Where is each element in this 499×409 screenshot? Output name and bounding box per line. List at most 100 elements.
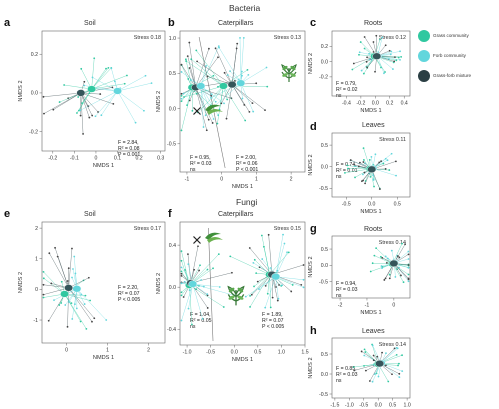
spider-line xyxy=(68,248,73,288)
y-tick-label: -0.4 xyxy=(167,327,176,333)
sample-point xyxy=(376,355,379,358)
spider-line xyxy=(192,283,203,319)
sample-point xyxy=(50,282,53,285)
sample-point xyxy=(349,159,352,161)
sample-point xyxy=(278,284,280,286)
y-tick-label: -1 xyxy=(33,318,38,324)
spider-line xyxy=(185,59,193,88)
x-axis-label: NMDS 1 xyxy=(232,184,253,190)
sample-point xyxy=(402,281,405,284)
sample-point xyxy=(255,82,258,85)
sample-point xyxy=(206,307,209,309)
sample-point xyxy=(396,347,399,350)
sample-point xyxy=(401,242,403,245)
sample-point xyxy=(404,243,406,246)
stats-h: F = 0.85, R² = 0.03 ns xyxy=(336,366,358,385)
sample-point xyxy=(248,110,251,113)
sample-point xyxy=(182,296,185,298)
x-tick-label: 1.0 xyxy=(278,350,285,356)
sample-point xyxy=(384,44,387,47)
sample-point xyxy=(217,56,219,59)
y-tick-label: 0.5 xyxy=(321,247,328,253)
x-tick-label: 0.0 xyxy=(375,403,382,409)
y-tick-label: -0.5 xyxy=(319,279,328,285)
sample-point xyxy=(180,63,183,66)
x-axis-label: NMDS 1 xyxy=(232,357,253,363)
sample-point xyxy=(401,354,403,357)
sample-point xyxy=(199,264,201,267)
sample-point xyxy=(384,168,387,170)
sample-point xyxy=(368,380,371,382)
spider-line xyxy=(80,90,118,111)
sample-point xyxy=(241,97,244,100)
y-tick-label: 0.0 xyxy=(31,91,38,97)
sample-point xyxy=(63,84,66,86)
stats-b-left: F = 0.95, R² = 0.03 ns xyxy=(190,155,212,174)
sample-point xyxy=(394,160,397,163)
sample-point xyxy=(150,82,153,85)
sample-point xyxy=(360,69,363,72)
x-tick-label: -0.1 xyxy=(70,156,79,162)
sample-point xyxy=(183,96,185,98)
stats-a: F = 2.84, R² = 0.08 P = 0.001 xyxy=(118,140,141,159)
spider-line xyxy=(181,283,193,321)
sample-point xyxy=(225,117,228,120)
stress-label: Stress 0.18 xyxy=(134,35,161,41)
plot-a: -0.2 -0.1 0 0.1 0.2 0.3 -0.2 0.0 0.2 NMDS 1 NMDS 2… xyxy=(18,30,166,169)
sample-point xyxy=(214,47,217,50)
sample-point xyxy=(362,161,365,163)
sample-point xyxy=(371,380,374,383)
centroid-mixture xyxy=(389,259,399,268)
sample-point xyxy=(258,288,260,291)
sample-point xyxy=(180,97,183,100)
sample-point xyxy=(185,60,188,62)
sample-point xyxy=(231,271,233,274)
spider-line xyxy=(190,272,232,284)
sample-point xyxy=(107,66,110,69)
sample-point xyxy=(187,253,189,255)
sample-point xyxy=(390,50,393,53)
sample-point xyxy=(66,280,69,282)
panel-letter-a: a xyxy=(4,17,11,29)
y-tick-label: 0.5 xyxy=(169,71,176,77)
sample-point xyxy=(377,375,380,378)
sample-point xyxy=(398,256,401,259)
x-tick-label: -1 xyxy=(365,303,370,309)
stress-label: Stress 0.14 xyxy=(379,342,406,348)
sample-point xyxy=(229,70,231,73)
sample-point xyxy=(252,110,255,113)
panel-title-e: Soil xyxy=(84,211,96,218)
sample-point xyxy=(380,160,383,163)
sample-point xyxy=(126,74,128,77)
x-tick-label: 0 xyxy=(95,156,98,162)
panel-title-a: Soil xyxy=(84,20,96,27)
sample-point xyxy=(212,267,214,270)
sample-point xyxy=(388,169,391,171)
y-tick-label: 1.0 xyxy=(169,36,176,42)
sample-point xyxy=(212,74,215,77)
leaf-blade xyxy=(282,73,288,77)
sample-point xyxy=(84,294,87,297)
x-tick-label: 0 xyxy=(220,177,223,183)
sample-point xyxy=(364,369,367,372)
forb-swatch xyxy=(418,50,430,62)
spider-line xyxy=(196,61,233,85)
sample-point xyxy=(277,297,280,300)
x-axis-label: NMDS 1 xyxy=(360,209,381,215)
y-axis-label: NMDS 2 xyxy=(18,80,24,101)
spider-line xyxy=(230,256,270,275)
x-tick-label: 2 xyxy=(147,348,150,354)
sample-point xyxy=(374,70,376,73)
sample-point xyxy=(100,114,103,117)
y-tick-label: -0.5 xyxy=(319,392,328,398)
sample-point xyxy=(180,291,183,294)
leaf-blade xyxy=(228,287,235,293)
sample-point xyxy=(206,268,209,271)
sample-point xyxy=(112,103,115,105)
sample-point xyxy=(182,92,185,95)
sample-point xyxy=(93,57,96,60)
sample-point xyxy=(91,320,93,323)
spider-line xyxy=(74,256,78,289)
spider-line xyxy=(64,84,92,90)
